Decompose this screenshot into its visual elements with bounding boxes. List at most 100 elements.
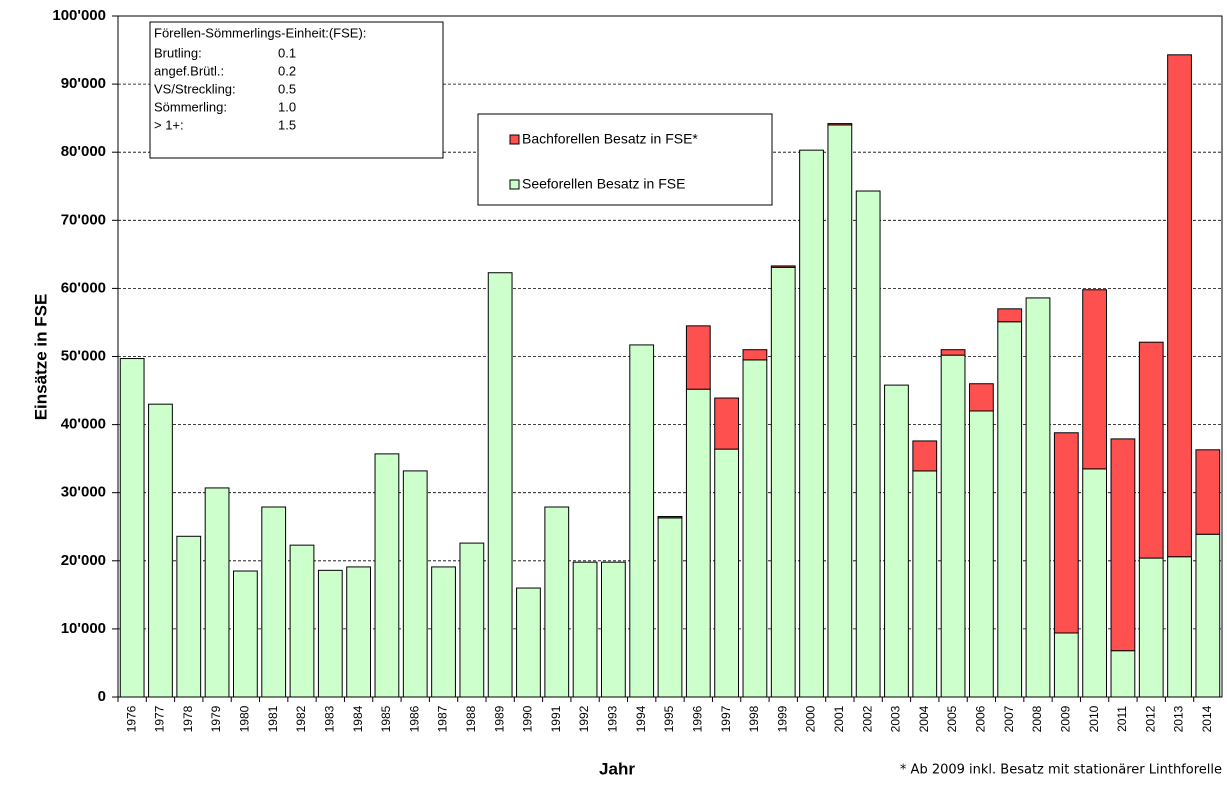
bar-segment xyxy=(516,587,541,698)
bar-segment xyxy=(629,344,655,698)
bar-segment xyxy=(855,190,881,698)
bar-segment xyxy=(968,410,994,698)
bar-segment xyxy=(968,383,994,412)
bar-segment xyxy=(997,308,1023,323)
x-tick-label: 1999 xyxy=(775,705,789,732)
x-tick-label: 1977 xyxy=(153,705,167,732)
x-tick-label: 1980 xyxy=(238,705,252,732)
bar-segment xyxy=(148,403,173,698)
bar-segment xyxy=(770,265,796,268)
y-axis-label: Einsätze in FSE xyxy=(31,294,50,421)
bar-segment xyxy=(402,470,428,698)
bar-segment xyxy=(176,535,202,698)
x-tick-label: 1979 xyxy=(209,705,223,732)
bar-segment xyxy=(1082,289,1108,470)
info-name: angef.Brütl.: xyxy=(154,63,224,78)
bar-segment xyxy=(1082,468,1108,698)
info-value: 1.5 xyxy=(278,117,296,132)
x-tick-label: 1986 xyxy=(407,705,421,732)
x-tick-label: 1985 xyxy=(379,705,393,732)
x-tick-label: 1983 xyxy=(322,705,336,732)
bar-segment xyxy=(119,358,145,698)
bar-segment xyxy=(997,321,1023,698)
x-tick-label: 2007 xyxy=(1002,705,1016,732)
y-tick-label: 0 xyxy=(98,688,106,705)
x-tick-label: 2005 xyxy=(945,705,959,732)
x-tick-label: 1978 xyxy=(181,705,195,732)
info-value: 0.1 xyxy=(278,45,296,60)
x-axis-label: Jahr xyxy=(599,759,635,778)
x-tick-label: 2001 xyxy=(832,705,846,732)
bar-segment xyxy=(742,359,768,698)
y-tick-label: 100'000 xyxy=(52,7,106,24)
legend-swatch xyxy=(509,179,520,190)
bar-segment xyxy=(940,354,966,698)
x-tick-label: 1981 xyxy=(266,705,280,732)
bar-segment xyxy=(742,349,768,361)
bar-segment xyxy=(1138,557,1164,698)
y-tick-label: 50'000 xyxy=(61,347,106,364)
info-name: > 1+: xyxy=(154,117,184,132)
bar-segment xyxy=(714,448,740,698)
x-tick-label: 2002 xyxy=(860,705,874,732)
bar-segment xyxy=(884,384,909,698)
info-value: 1.0 xyxy=(278,99,296,114)
y-tick-label: 20'000 xyxy=(61,552,106,569)
bar-segment xyxy=(1195,449,1221,535)
bar-segment xyxy=(317,569,343,698)
x-tick-label: 2000 xyxy=(804,705,818,732)
x-tick-label: 1992 xyxy=(577,705,591,732)
footnote: * Ab 2009 inkl. Besatz mit stationärer L… xyxy=(900,763,1222,778)
x-tick-label: 2012 xyxy=(1143,705,1157,732)
y-tick-label: 70'000 xyxy=(61,211,106,228)
x-tick-label: 1982 xyxy=(294,705,308,732)
x-tick-label: 2010 xyxy=(1087,705,1101,732)
bar-segment xyxy=(912,470,938,698)
y-tick-label: 80'000 xyxy=(61,143,106,160)
x-tick-label: 2008 xyxy=(1030,705,1044,732)
y-tick-label: 60'000 xyxy=(61,279,106,296)
info-value: 0.2 xyxy=(278,63,296,78)
bar-segment xyxy=(912,440,938,472)
x-tick-label: 1987 xyxy=(436,705,450,732)
x-tick-label: 2004 xyxy=(917,705,931,732)
bar-segment xyxy=(572,561,598,698)
bar-segment xyxy=(261,506,287,698)
x-tick-label: 1976 xyxy=(124,705,138,732)
info-box xyxy=(149,21,444,159)
bar-segment xyxy=(374,453,400,698)
bar-segment xyxy=(487,272,513,698)
y-tick-label: 10'000 xyxy=(61,620,106,637)
bar-segment xyxy=(1025,297,1051,698)
y-tick-label: 40'000 xyxy=(61,416,106,433)
bar-segment xyxy=(714,397,740,450)
bar-segment xyxy=(685,388,711,698)
x-tick-label: 1995 xyxy=(662,705,676,732)
x-tick-label: 1993 xyxy=(606,705,620,732)
x-tick-label: 2014 xyxy=(1200,705,1214,732)
bar-segment xyxy=(799,149,824,698)
x-tick-label: 1984 xyxy=(351,705,365,732)
legend-label: Seeforellen Besatz in FSE xyxy=(522,176,685,192)
x-tick-label: 1991 xyxy=(549,705,563,732)
bar-segment xyxy=(770,266,796,698)
bar-segment xyxy=(940,349,966,356)
bar-segment xyxy=(827,124,853,698)
x-tick-label: 2009 xyxy=(1058,705,1072,732)
bar-segment xyxy=(657,516,683,519)
bar-segment xyxy=(1110,650,1136,698)
bar-segment xyxy=(1167,556,1192,698)
y-tick-label: 30'000 xyxy=(61,484,106,501)
info-name: VS/Streckling: xyxy=(154,81,236,96)
bar-segment xyxy=(232,570,258,698)
info-name: Brutling: xyxy=(154,45,202,60)
bar-segment xyxy=(600,561,626,698)
x-tick-label: 1997 xyxy=(719,705,733,732)
x-tick-label: 1988 xyxy=(464,705,478,732)
bar-segment xyxy=(431,566,456,698)
bar-segment xyxy=(685,325,711,390)
legend-label: Bachforellen Besatz in FSE* xyxy=(522,131,698,147)
bar-segment xyxy=(289,544,315,698)
x-tick-label: 1994 xyxy=(634,705,648,732)
